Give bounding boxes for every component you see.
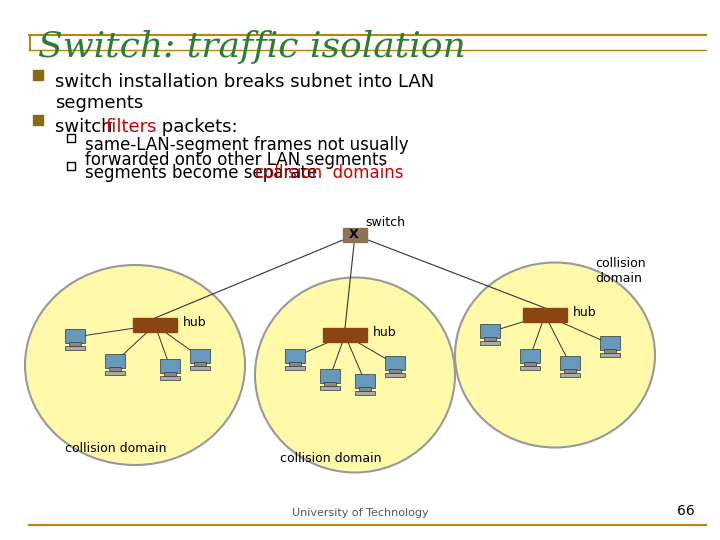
Bar: [194, 362, 206, 366]
Bar: [343, 228, 367, 242]
Bar: [320, 369, 340, 383]
Text: same-LAN-segment frames not usually: same-LAN-segment frames not usually: [85, 136, 409, 154]
Bar: [355, 391, 375, 395]
Bar: [164, 372, 176, 376]
Text: hub: hub: [573, 306, 597, 319]
Text: segments become separate: segments become separate: [85, 164, 323, 182]
Bar: [600, 336, 620, 350]
Text: collision domain: collision domain: [280, 452, 382, 465]
Bar: [133, 318, 177, 332]
Bar: [520, 349, 540, 363]
Text: University of Technology: University of Technology: [292, 508, 428, 518]
Bar: [105, 354, 125, 368]
Bar: [324, 382, 336, 386]
Bar: [520, 366, 540, 370]
Bar: [523, 308, 567, 322]
Bar: [600, 353, 620, 357]
Bar: [560, 356, 580, 370]
Bar: [285, 349, 305, 363]
Bar: [389, 369, 401, 373]
Text: collision
domain: collision domain: [595, 257, 646, 285]
Text: hub: hub: [183, 315, 207, 328]
Bar: [385, 373, 405, 377]
Bar: [480, 341, 500, 345]
Bar: [289, 362, 301, 366]
Bar: [323, 328, 367, 342]
Text: 66: 66: [678, 504, 695, 518]
Bar: [33, 70, 43, 80]
Bar: [604, 349, 616, 353]
Text: Switch: traffic isolation: Switch: traffic isolation: [38, 30, 466, 64]
Bar: [65, 329, 85, 343]
Bar: [355, 374, 375, 388]
Ellipse shape: [255, 278, 455, 472]
Bar: [484, 337, 496, 341]
Bar: [33, 115, 43, 125]
Bar: [109, 367, 121, 371]
Text: collision domain: collision domain: [65, 442, 166, 455]
Bar: [160, 359, 180, 373]
Bar: [105, 371, 125, 375]
Bar: [67, 134, 75, 142]
Bar: [190, 349, 210, 363]
Text: forwarded onto other LAN segments: forwarded onto other LAN segments: [85, 151, 387, 169]
Bar: [65, 346, 85, 350]
Text: switch installation breaks subnet into LAN
segments: switch installation breaks subnet into L…: [55, 73, 434, 112]
Bar: [190, 366, 210, 370]
Bar: [160, 376, 180, 380]
Bar: [524, 362, 536, 366]
Bar: [359, 387, 371, 391]
Text: collision  domains: collision domains: [255, 164, 403, 182]
Bar: [480, 324, 500, 338]
Bar: [385, 356, 405, 370]
Bar: [560, 373, 580, 377]
Text: filters: filters: [105, 118, 157, 136]
Bar: [564, 369, 576, 373]
Ellipse shape: [455, 262, 655, 448]
Bar: [285, 366, 305, 370]
Text: packets:: packets:: [156, 118, 238, 136]
Bar: [67, 162, 75, 170]
Text: switch: switch: [365, 216, 405, 229]
Text: X: X: [349, 227, 359, 240]
Text: switch: switch: [55, 118, 118, 136]
Bar: [69, 342, 81, 346]
Ellipse shape: [25, 265, 245, 465]
Bar: [320, 386, 340, 390]
Text: hub: hub: [373, 326, 397, 339]
